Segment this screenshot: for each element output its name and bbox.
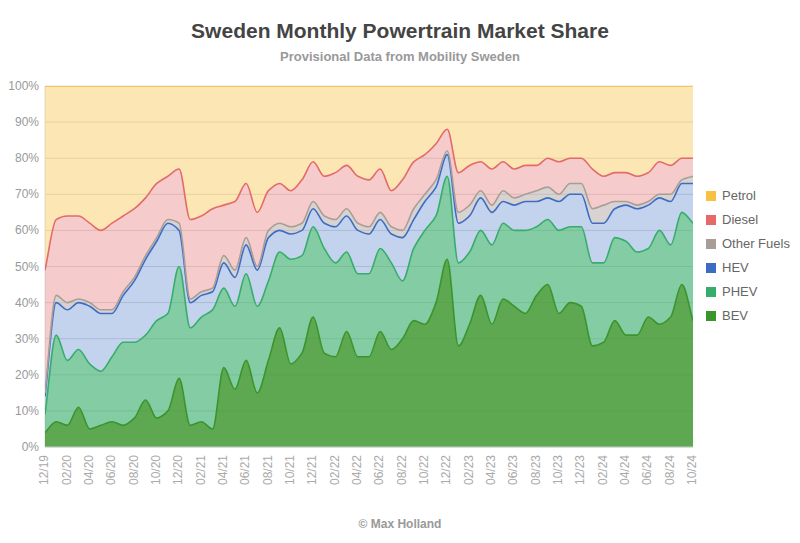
subtitle: Provisional Data from Mobility Sweden — [280, 49, 520, 64]
series-line — [45, 176, 693, 414]
grid-line — [45, 86, 693, 87]
x-tick-label: 04/23 — [484, 455, 498, 485]
x-tick-label: 02/23 — [462, 455, 476, 485]
series-line — [45, 151, 693, 393]
x-tick-label: 12/20 — [171, 455, 185, 485]
x-tick-label: 08/20 — [127, 455, 141, 485]
y-tick-label: 80% — [15, 151, 39, 165]
legend-label: PHEV — [722, 284, 758, 299]
x-tick-label: 12/19 — [37, 455, 51, 485]
x-tick-label: 08/22 — [395, 455, 409, 485]
x-tick-label: 08/21 — [261, 455, 275, 485]
chart: Sweden Monthly Powertrain Market Share Pr… — [0, 0, 800, 543]
footer: © Max Holland — [359, 517, 442, 531]
y-tick-label: 100% — [8, 79, 39, 93]
x-tick-label: 04/20 — [82, 455, 96, 485]
y-tick-label: 30% — [15, 332, 39, 346]
x-tick-label: 06/23 — [506, 455, 520, 485]
x-tick-label: 06/22 — [372, 455, 386, 485]
y-tick-label: 0% — [22, 440, 40, 454]
x-tick-label: 02/22 — [328, 455, 342, 485]
series-line — [45, 259, 693, 432]
legend-swatch — [706, 215, 716, 225]
y-tick-label: 60% — [15, 223, 39, 237]
x-tick-label: 06/24 — [640, 455, 654, 485]
x-tick-label: 04/22 — [350, 455, 364, 485]
y-tick-label: 90% — [15, 115, 39, 129]
x-tick-label: 12/23 — [573, 455, 587, 485]
x-axis-line — [45, 447, 693, 448]
series-line — [45, 129, 693, 270]
x-tick-label: 02/21 — [194, 455, 208, 485]
x-tick-label: 10/21 — [283, 455, 297, 485]
y-tick-label: 70% — [15, 187, 39, 201]
x-tick-label: 10/24 — [685, 455, 699, 485]
x-tick-label: 12/21 — [305, 455, 319, 485]
legend-label: Petrol — [722, 188, 756, 203]
x-tick-label: 10/22 — [417, 455, 431, 485]
x-tick-label: 06/20 — [104, 455, 118, 485]
legend-swatch — [706, 287, 716, 297]
y-tick-label: 40% — [15, 296, 39, 310]
plot-area — [45, 86, 693, 447]
x-tick-label: 10/20 — [149, 455, 163, 485]
x-tick-label: 12/22 — [439, 455, 453, 485]
y-tick-label: 20% — [15, 368, 39, 382]
x-tick-label: 02/24 — [596, 455, 610, 485]
legend-label: Diesel — [722, 212, 758, 227]
legend-swatch — [706, 191, 716, 201]
legend-label: Other Fuels — [722, 236, 790, 251]
legend-swatch — [706, 263, 716, 273]
title: Sweden Monthly Powertrain Market Share — [191, 19, 609, 42]
legend-label: HEV — [722, 260, 749, 275]
legend-label: BEV — [722, 308, 748, 323]
grid-line — [45, 447, 693, 448]
legend-swatch — [706, 311, 716, 321]
x-tick-label: 02/20 — [60, 455, 74, 485]
y-tick-label: 50% — [15, 260, 39, 274]
series-area — [45, 86, 693, 270]
x-tick-label: 08/24 — [663, 455, 677, 485]
x-tick-label: 08/23 — [529, 455, 543, 485]
background — [0, 0, 800, 543]
y-tick-label: 10% — [15, 404, 39, 418]
x-tick-label: 10/23 — [551, 455, 565, 485]
legend-swatch — [706, 239, 716, 249]
x-tick-label: 04/21 — [216, 455, 230, 485]
x-tick-label: 04/24 — [618, 455, 632, 485]
series-line — [45, 155, 693, 397]
series-line — [45, 86, 693, 87]
x-tick-label: 06/21 — [238, 455, 252, 485]
